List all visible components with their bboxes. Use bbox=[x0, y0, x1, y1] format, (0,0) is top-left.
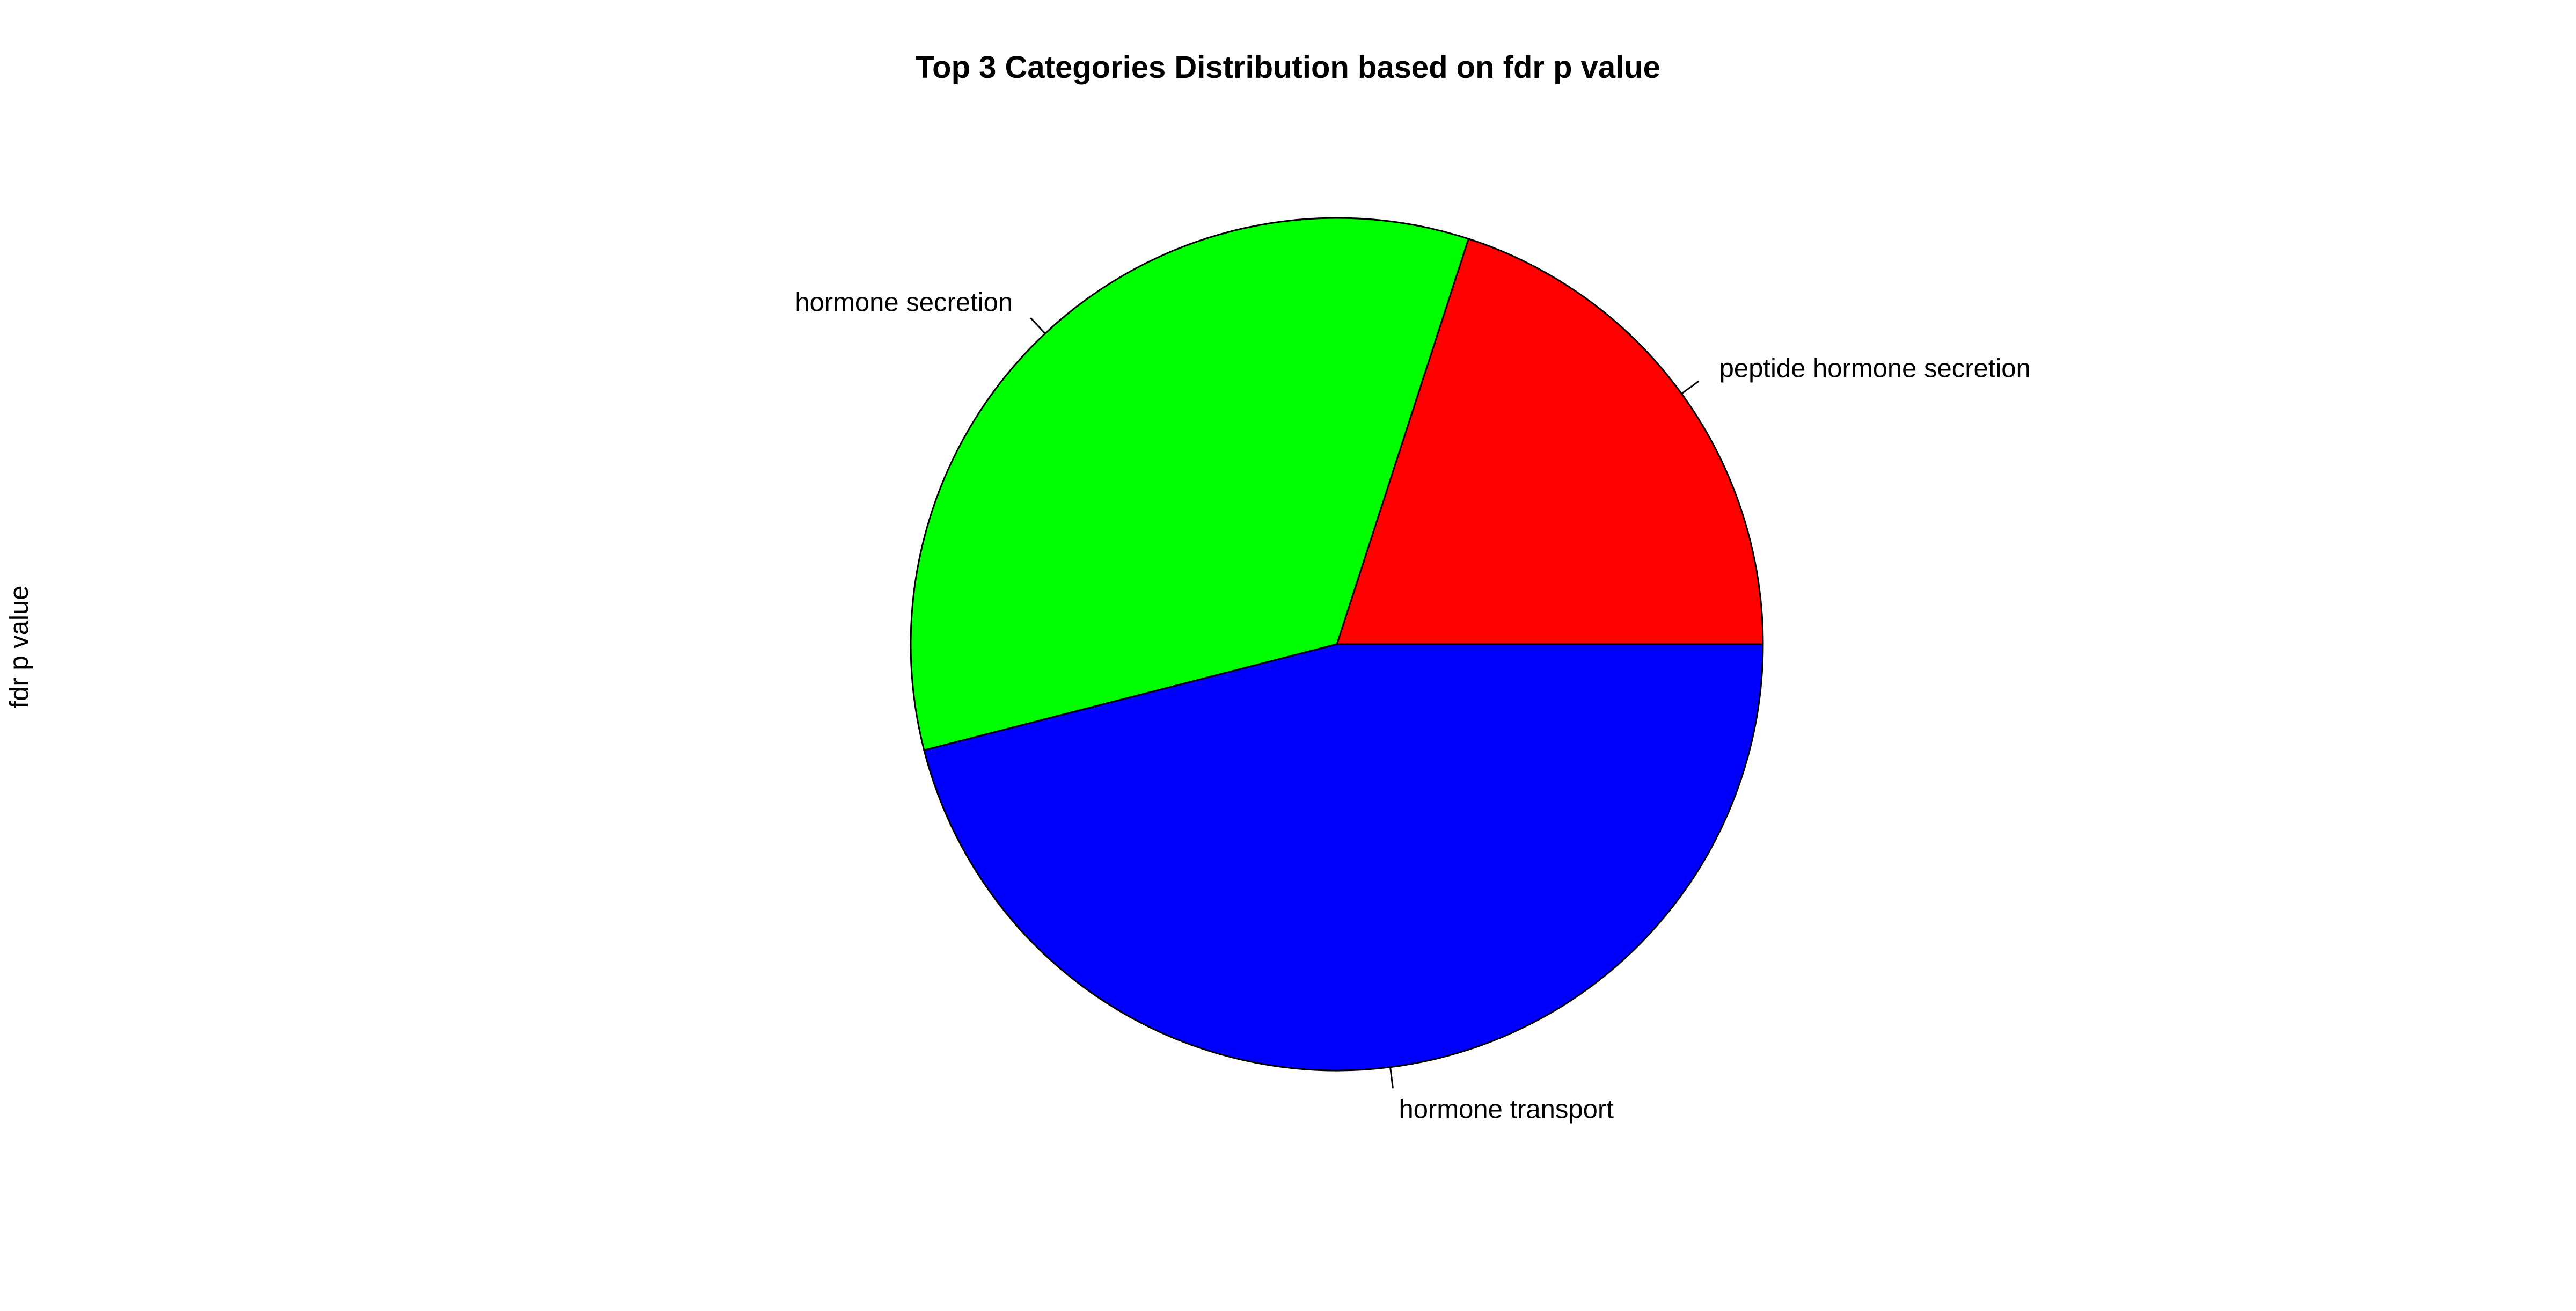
leader-line bbox=[1681, 380, 1700, 395]
pie-slice-peptide-hormone-secretion bbox=[1335, 237, 1764, 645]
pie-slice-hormone-secretion bbox=[910, 217, 1470, 752]
slice-label: peptide hormone secretion bbox=[1719, 354, 2031, 383]
leader-line bbox=[1030, 317, 1046, 334]
leader-line bbox=[1389, 1067, 1394, 1089]
slice-label: hormone transport bbox=[1399, 1095, 1614, 1124]
y-axis-label: fdr p value bbox=[5, 586, 34, 709]
pie-leader-lines bbox=[1030, 317, 1700, 1089]
slice-label: hormone secretion bbox=[795, 288, 1013, 317]
chart-title: Top 3 Categories Distribution based on f… bbox=[916, 50, 1660, 85]
pie-slice-labels: peptide hormone secretion hormone secreti… bbox=[795, 288, 2031, 1124]
pie-slices bbox=[910, 217, 1764, 1072]
